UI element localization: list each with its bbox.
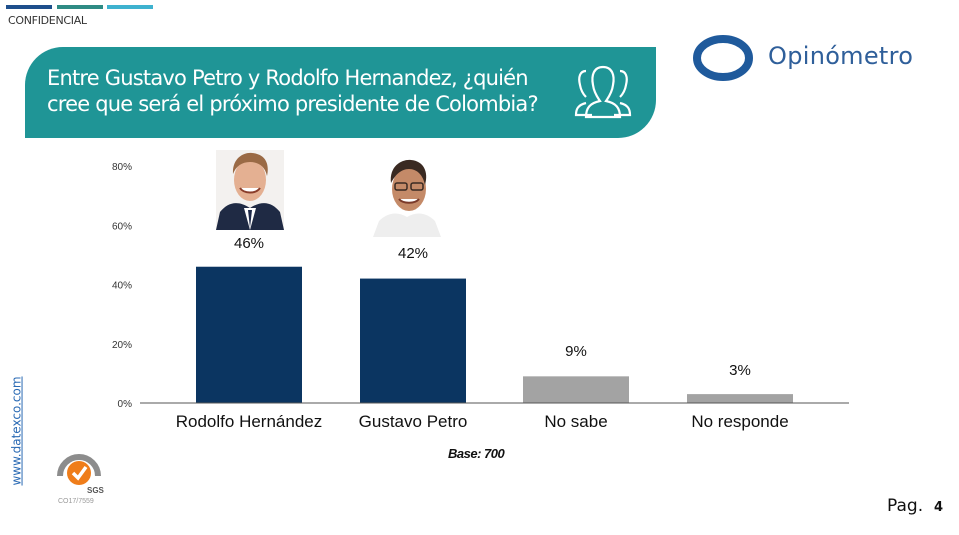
top-bar-lightblue [107,5,153,9]
sgs-certification-icon: SGS [57,454,104,495]
category-label: No sabe [544,412,607,431]
bar-1 [196,266,302,403]
data-label: 9% [565,343,587,360]
y-tick-label: 0% [118,399,133,410]
category-label: Rodolfo Hernández [176,412,322,431]
bar-4 [687,394,793,403]
certification-code: CO17/7559 [58,498,94,505]
y-tick-label: 40% [112,281,132,292]
page-label: Pag. [887,496,924,516]
data-label: 3% [729,362,751,379]
people-group-icon [574,65,632,119]
gustavo-petro-photo [373,157,441,237]
top-bar-blue [6,5,52,9]
opinometro-logo-icon [693,35,753,81]
question-line-1: Entre Gustavo Petro y Rodolfo Hernandez,… [47,66,529,90]
website-link-text[interactable]: www.datexco.com [9,376,24,486]
bar-3 [523,376,629,403]
question-line-2: cree que será el próximo presidente de C… [47,92,539,116]
y-tick-label: 20% [112,340,132,351]
y-tick-label: 60% [112,221,132,232]
base-note: Base: 700 [448,446,505,461]
data-label: 42% [398,245,428,262]
data-label: 46% [234,235,264,252]
y-tick-label: 80% [112,162,132,173]
website-link[interactable]: www.datexco.com [4,376,30,490]
category-label: Gustavo Petro [359,412,468,431]
rodolfo-hernandez-photo [216,150,284,230]
question-text: Entre Gustavo Petro y Rodolfo Hernandez,… [47,65,539,117]
question-banner: Entre Gustavo Petro y Rodolfo Hernandez,… [25,47,656,138]
confidential-label: CONFIDENCIAL [8,14,87,27]
page-number: 4 [934,500,944,515]
category-label: No responde [691,412,788,431]
brand-name: Opinómetro [768,42,914,70]
bar-2 [360,278,466,403]
top-bar-teal [57,5,103,9]
sgs-label: SGS [87,486,104,495]
